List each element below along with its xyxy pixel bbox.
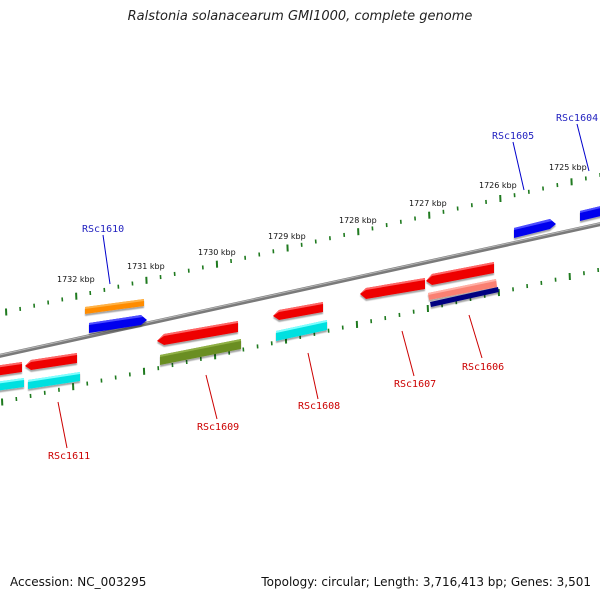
gene-arrow[interactable] [428, 279, 497, 300]
gene-label[interactable]: RSc1606 [462, 362, 504, 373]
kbp-label: 1729 kbp [268, 232, 306, 241]
gene-arrow[interactable] [360, 278, 425, 299]
gene-arrow[interactable] [0, 378, 24, 391]
gene-label[interactable]: RSc1605 [492, 131, 534, 142]
inner-tick-ruler [1, 267, 600, 406]
gene-label[interactable]: RSc1608 [298, 401, 340, 412]
gene-label[interactable]: RSc1604 [556, 113, 598, 124]
gene-arrow[interactable] [276, 320, 327, 341]
label-leader-line [401, 330, 415, 377]
gene-arrow[interactable] [0, 362, 22, 376]
genome-stats-text: Topology: circular; Length: 3,716,413 bp… [261, 575, 591, 589]
kbp-label: 1731 kbp [127, 262, 165, 271]
kbp-label: 1728 kbp [339, 216, 377, 225]
gene-label[interactable]: RSc1607 [394, 379, 436, 390]
gene-label[interactable]: RSc1611 [48, 451, 90, 462]
label-leader-line [576, 123, 590, 172]
gene-arrow[interactable] [514, 219, 556, 238]
genome-backbone [0, 222, 600, 358]
outer-tick-ruler [5, 173, 600, 316]
gene-arrow[interactable] [157, 321, 238, 345]
kbp-label: 1727 kbp [409, 199, 447, 208]
accession-text: Accession: NC_003295 [10, 575, 147, 589]
label-leader-line [57, 401, 68, 449]
kbp-label: 1726 kbp [479, 181, 517, 190]
gene-arrow[interactable] [25, 353, 77, 370]
gene-arrow[interactable] [430, 287, 499, 307]
gene-arrow[interactable] [28, 372, 80, 389]
label-leader-line [205, 374, 218, 420]
map-title: Ralstonia solanacearum GMI1000, complete… [127, 9, 473, 24]
genome-backbone-highlight [0, 222, 600, 356]
kbp-label: 1725 kbp [549, 163, 587, 172]
gene-arrow[interactable] [426, 262, 494, 285]
kbp-label: 1730 kbp [198, 248, 236, 257]
label-leader-line [512, 141, 525, 191]
gene-arrow[interactable] [160, 339, 241, 365]
gene-arrow[interactable] [85, 299, 144, 314]
kbp-label: 1732 kbp [57, 275, 95, 284]
label-leader-line [307, 352, 319, 400]
gene-label[interactable]: RSc1609 [197, 422, 239, 433]
label-leader-line [102, 234, 111, 285]
gene-arrow[interactable] [580, 205, 600, 221]
gene-arrow[interactable] [89, 315, 147, 333]
gene-arrow[interactable] [273, 302, 323, 320]
label-leader-line [468, 314, 483, 359]
gene-label[interactable]: RSc1610 [82, 224, 124, 235]
